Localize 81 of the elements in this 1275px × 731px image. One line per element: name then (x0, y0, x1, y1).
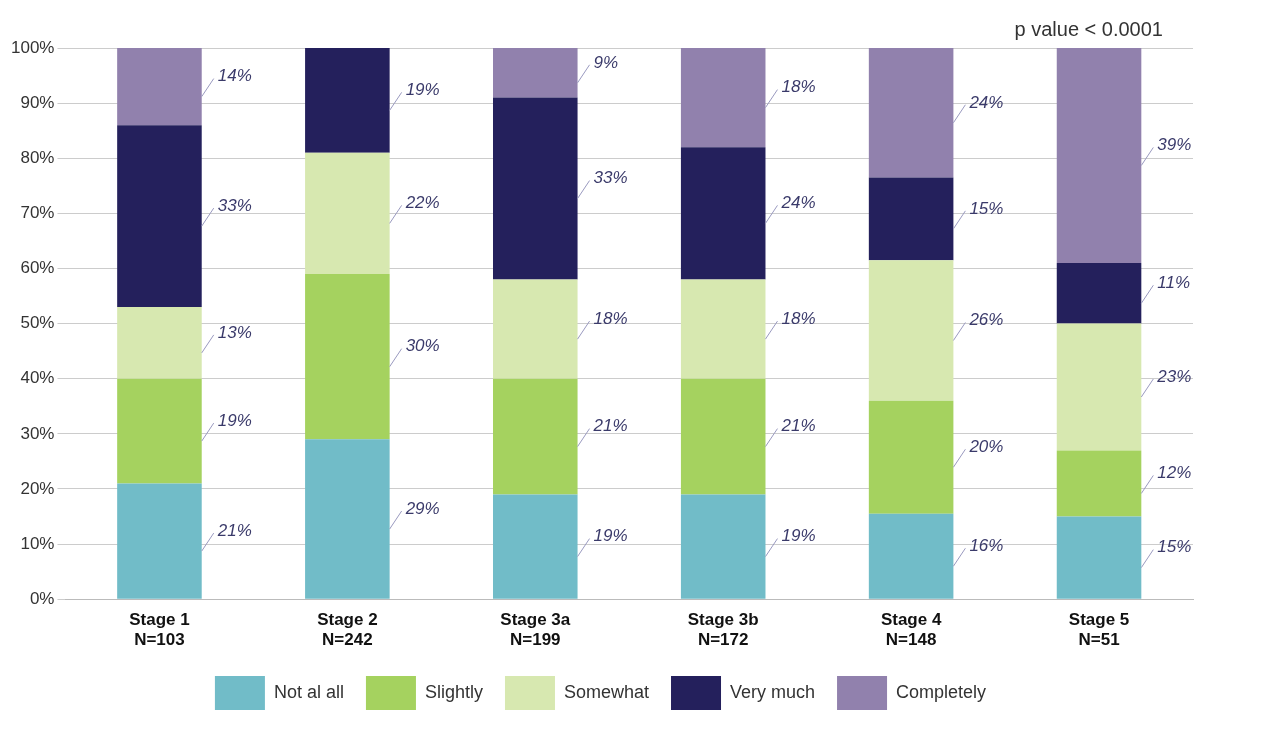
y-tick-label: 90% (20, 92, 55, 112)
legend-label: Completely (896, 681, 987, 702)
legend-label: Slightly (424, 681, 483, 702)
bar (117, 378, 202, 484)
data-label: 24% (968, 92, 1004, 112)
x-tick-label: Stage 3a N=199 (500, 610, 571, 650)
y-tick-label: 30% (20, 423, 55, 443)
data-label: 23% (1156, 366, 1192, 386)
data-label: 19% (217, 410, 252, 430)
data-label: 19% (593, 526, 628, 546)
bar (680, 48, 766, 148)
y-tick-label: 100% (11, 37, 55, 57)
data-label: 30% (405, 336, 440, 356)
bar (305, 273, 390, 440)
bar (868, 513, 954, 599)
data-label: 21% (780, 416, 816, 436)
bar (1056, 450, 1142, 517)
data-label: 19% (405, 80, 440, 100)
text: p value < 0.0001 (1014, 17, 1163, 40)
y-tick-label: 50% (20, 313, 55, 333)
bar (493, 494, 578, 599)
data-label: 13% (217, 322, 252, 342)
data-label: 20% (968, 437, 1004, 456)
data-label: 19% (781, 526, 816, 546)
y-tick-label: 0% (29, 588, 55, 608)
y-tick-label: 10% (20, 533, 55, 553)
bar (305, 48, 390, 153)
y-tick-label: 80% (20, 147, 55, 167)
data-label: 33% (593, 168, 628, 188)
bar (305, 152, 390, 274)
data-label: 26% (968, 310, 1004, 330)
data-label: 22% (404, 193, 440, 213)
data-label: 15% (1157, 537, 1192, 557)
bar (680, 494, 766, 599)
bar (305, 439, 390, 599)
x-tick-label: Stage 2 N=242 (317, 610, 378, 650)
data-label: 24% (780, 193, 816, 213)
legend-label: Somewhat (563, 681, 650, 702)
bar (117, 125, 202, 308)
y-tick-label: 20% (20, 478, 55, 498)
bar (1056, 516, 1142, 599)
bar (1056, 262, 1142, 324)
legend-label: Not al all (273, 681, 344, 702)
data-label: 9% (593, 52, 619, 72)
bar (493, 378, 578, 495)
bar (1056, 323, 1142, 451)
bar (117, 307, 202, 379)
bar (1056, 48, 1142, 263)
data-label: 12% (1157, 463, 1192, 483)
bar (680, 378, 766, 495)
y-tick-label: 60% (20, 258, 55, 278)
bar (493, 48, 578, 98)
bar (117, 483, 202, 599)
data-label: 39% (1157, 135, 1192, 155)
bar (680, 147, 766, 280)
data-label: 21% (592, 416, 628, 436)
data-label: 29% (404, 498, 440, 518)
x-tick-label: Stage 1 N=103 (129, 610, 190, 650)
data-label: 18% (593, 308, 628, 328)
bar (117, 48, 202, 126)
data-label: 18% (781, 77, 816, 97)
data-label: 33% (217, 195, 252, 215)
bar (868, 260, 954, 401)
data-label: 18% (781, 308, 816, 328)
data-label: 16% (969, 535, 1004, 555)
bar (493, 279, 578, 379)
data-label: 11% (1157, 273, 1191, 293)
data-label: 14% (217, 66, 252, 86)
x-tick-label: Stage 4 N=148 (880, 610, 942, 650)
bar (868, 177, 954, 261)
x-tick-label: Stage 5 N=51 (1068, 610, 1130, 650)
data-label: 21% (216, 520, 252, 540)
x-tick-label: Stage 3b N=172 (687, 610, 759, 650)
y-tick-label: 40% (20, 368, 55, 388)
bar (868, 48, 954, 178)
legend-label: Very much (730, 681, 816, 702)
bar (868, 400, 954, 514)
data-label: 15% (969, 198, 1004, 218)
bar (493, 97, 578, 280)
bar (680, 279, 766, 379)
y-tick-label: 70% (20, 203, 55, 223)
